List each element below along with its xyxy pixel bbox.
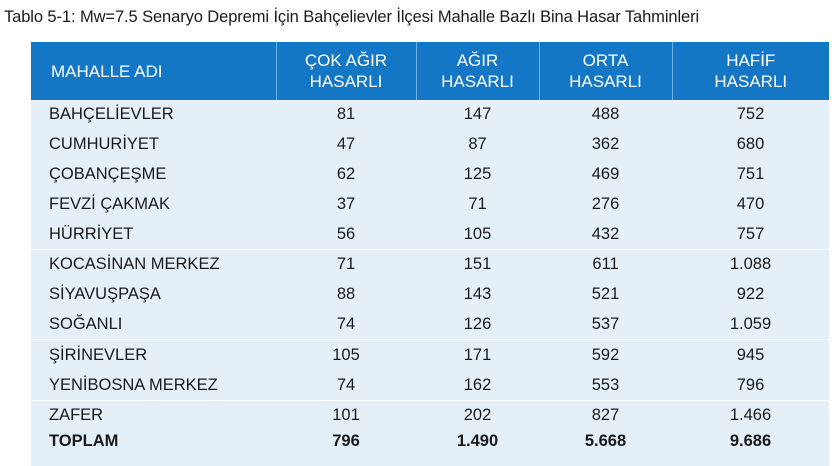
cell-neighborhood: ÇOBANÇEŞME — [31, 159, 276, 190]
cell-heavy: 171 — [416, 339, 539, 371]
cell-very-heavy: 71 — [276, 248, 416, 280]
cell-moderate: 432 — [539, 219, 672, 250]
cell-very-heavy: 105 — [276, 339, 416, 371]
cell-very-heavy: 74 — [276, 309, 416, 340]
cell-very-heavy: 47 — [276, 129, 416, 160]
table-row: HÜRRİYET 56 105 432 757 — [31, 219, 829, 250]
cell-very-heavy: 81 — [276, 100, 416, 130]
table-row: SOĞANLI 74 126 537 1.059 — [31, 309, 829, 340]
cell-very-heavy: 88 — [276, 279, 416, 310]
cell-very-heavy: 62 — [276, 159, 416, 190]
cell-neighborhood: CUMHURİYET — [31, 129, 276, 160]
cell-heavy: 87 — [416, 129, 539, 160]
cell-very-heavy: 101 — [276, 399, 416, 431]
cell-light: 1.088 — [672, 248, 829, 280]
total-moderate: 5.668 — [539, 430, 672, 453]
table-row: FEVZİ ÇAKMAK 37 71 276 470 — [31, 189, 829, 220]
header-very-heavy-line1: ÇOK AĞIR — [304, 51, 388, 70]
header-heavy-line1: AĞIR — [456, 51, 499, 70]
table-row: ÇOBANÇEŞME 62 125 469 751 — [31, 159, 829, 190]
cell-neighborhood: ŞİRİNEVLER — [31, 339, 276, 371]
cell-light: 796 — [672, 370, 829, 401]
cell-moderate: 553 — [539, 370, 672, 401]
cell-heavy: 71 — [416, 189, 539, 220]
cell-light: 470 — [672, 189, 829, 220]
cell-light: 945 — [672, 339, 829, 371]
total-very-heavy: 796 — [276, 430, 416, 453]
cell-neighborhood: ZAFER — [31, 399, 276, 431]
header-moderate: ORTA HASARLI — [538, 42, 672, 100]
cell-heavy: 105 — [416, 219, 539, 250]
cell-moderate: 488 — [539, 100, 672, 130]
cell-neighborhood: HÜRRİYET — [31, 219, 276, 250]
cell-moderate: 469 — [539, 159, 672, 190]
cell-very-heavy: 37 — [276, 189, 416, 220]
table-row: YENİBOSNA MERKEZ 74 162 553 796 — [31, 370, 829, 401]
total-label: TOPLAM — [31, 430, 276, 453]
header-neighborhood: MAHALLE ADI — [31, 42, 276, 100]
cell-moderate: 276 — [539, 189, 672, 220]
cell-light: 757 — [672, 219, 829, 250]
cell-heavy: 151 — [416, 248, 539, 280]
cell-heavy: 147 — [416, 100, 539, 130]
cell-light: 751 — [672, 159, 829, 190]
cell-light: 752 — [672, 100, 829, 130]
cell-light: 1.466 — [672, 399, 829, 431]
cell-moderate: 827 — [539, 399, 672, 431]
cell-heavy: 143 — [416, 279, 539, 310]
table-row: BAHÇELİEVLER 81 147 488 752 — [31, 100, 829, 130]
table-row: SİYAVUŞPAŞA 88 143 521 922 — [31, 279, 829, 310]
cell-very-heavy: 74 — [276, 370, 416, 401]
header-very-heavy: ÇOK AĞIR HASARLI — [275, 42, 416, 100]
header-moderate-line2: HASARLI — [569, 72, 642, 91]
cell-moderate: 611 — [539, 248, 672, 280]
header-row: MAHALLE ADI ÇOK AĞIR HASARLI AĞIR HASARL… — [31, 42, 829, 100]
cell-moderate: 362 — [539, 129, 672, 160]
cell-light: 1.059 — [672, 309, 829, 340]
cell-heavy: 202 — [416, 399, 539, 431]
table-row: ŞİRİNEVLER 105 171 592 945 — [31, 339, 829, 371]
table-row: ZAFER 101 202 827 1.466 — [31, 399, 829, 431]
cell-moderate: 592 — [539, 339, 672, 371]
header-neighborhood-label: MAHALLE ADI — [51, 61, 163, 81]
header-light-line1: HAFİF — [726, 51, 776, 70]
header-heavy: AĞIR HASARLI — [415, 42, 539, 100]
cell-heavy: 125 — [416, 159, 539, 190]
header-heavy-line2: HASARLI — [441, 72, 514, 91]
cell-neighborhood: SİYAVUŞPAŞA — [31, 279, 276, 310]
cell-light: 680 — [672, 129, 829, 160]
cell-neighborhood: SOĞANLI — [31, 309, 276, 340]
total-light: 9.686 — [672, 430, 829, 453]
cell-very-heavy: 56 — [276, 219, 416, 250]
cell-heavy: 162 — [416, 370, 539, 401]
table-row: KOCASİNAN MERKEZ 71 151 611 1.088 — [31, 248, 829, 280]
cell-moderate: 521 — [539, 279, 672, 310]
total-heavy: 1.490 — [416, 430, 539, 453]
cell-moderate: 537 — [539, 309, 672, 340]
cell-heavy: 126 — [416, 309, 539, 340]
cell-light: 922 — [672, 279, 829, 310]
damage-estimate-table: MAHALLE ADI ÇOK AĞIR HASARLI AĞIR HASARL… — [31, 42, 829, 453]
cell-neighborhood: KOCASİNAN MERKEZ — [31, 248, 276, 280]
cell-neighborhood: FEVZİ ÇAKMAK — [31, 189, 276, 220]
header-very-heavy-line2: HASARLI — [309, 72, 383, 91]
damage-table-container: MAHALLE ADI ÇOK AĞIR HASARLI AĞIR HASARL… — [31, 42, 829, 466]
table-row: CUMHURİYET 47 87 362 680 — [31, 129, 829, 160]
header-moderate-line1: ORTA — [582, 51, 629, 70]
cell-neighborhood: BAHÇELİEVLER — [31, 100, 276, 130]
header-light-line2: HASARLI — [714, 72, 788, 91]
total-row: TOPLAM 796 1.490 5.668 9.686 — [31, 430, 829, 453]
table-caption: Tablo 5-1: Mw=7.5 Senaryo Depremi İçin B… — [4, 8, 700, 26]
header-light: HAFİF HASARLI — [671, 42, 829, 100]
cell-neighborhood: YENİBOSNA MERKEZ — [31, 370, 276, 401]
